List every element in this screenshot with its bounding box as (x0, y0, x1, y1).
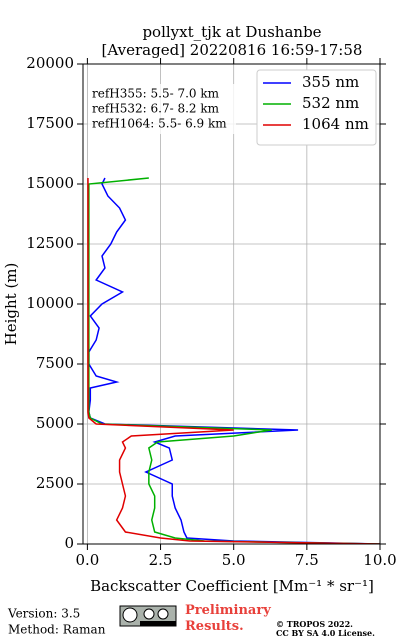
y-tick-label: 5000 (36, 414, 74, 432)
profile-line (87, 178, 380, 544)
copyright: © TROPOS 2022. (276, 619, 353, 629)
annotation: refH532: 6.7- 8.2 km (92, 102, 220, 116)
legend-label: 532 nm (302, 94, 359, 112)
y-tick-label: 12500 (26, 234, 74, 252)
y-tick-label: 2500 (36, 474, 74, 492)
y-tick-label: 7500 (36, 354, 74, 372)
y-tick-label: 20000 (26, 54, 74, 72)
license: CC BY SA 4.0 License. (276, 628, 375, 638)
chart-subtitle: [Averaged] 20220816 16:59-17:58 (102, 41, 363, 59)
x-tick-label: 5.0 (222, 551, 246, 569)
status: Preliminary Results. (185, 603, 275, 634)
legend-label: 355 nm (302, 73, 359, 91)
x-tick-label: 0.0 (75, 551, 99, 569)
x-tick-label: 7.5 (295, 551, 319, 569)
y-tick-label: 17500 (26, 114, 74, 132)
y-tick-label: 15000 (26, 174, 74, 192)
license-badge (119, 605, 177, 627)
annotation-box (88, 84, 236, 134)
chart-title: pollyxt_tjk at Dushanbe (142, 23, 321, 41)
profile-line (88, 177, 380, 544)
status-text: Preliminary (185, 603, 271, 618)
version: Version: 3.5 (7, 607, 80, 621)
y-tick-label: 10000 (26, 294, 74, 312)
plot-frame (82, 63, 381, 545)
x-tick-label: 2.5 (149, 551, 173, 569)
y-axis-label: Height (m) (2, 263, 20, 346)
y-tick-label: 0 (64, 534, 74, 552)
x-tick-label: 10.0 (363, 551, 396, 569)
annotation: refH355: 5.5- 7.0 km (92, 87, 220, 101)
method: Method: Raman (8, 623, 106, 637)
legend-label: 1064 nm (302, 115, 369, 133)
x-axis-label: Backscatter Coefficient [Mm⁻¹ * sr⁻¹] (90, 577, 374, 595)
profile-line (88, 177, 380, 544)
legend-box (256, 69, 377, 146)
status-text-cont: Results. (185, 619, 244, 634)
annotation: refH1064: 5.5- 6.9 km (92, 117, 227, 131)
